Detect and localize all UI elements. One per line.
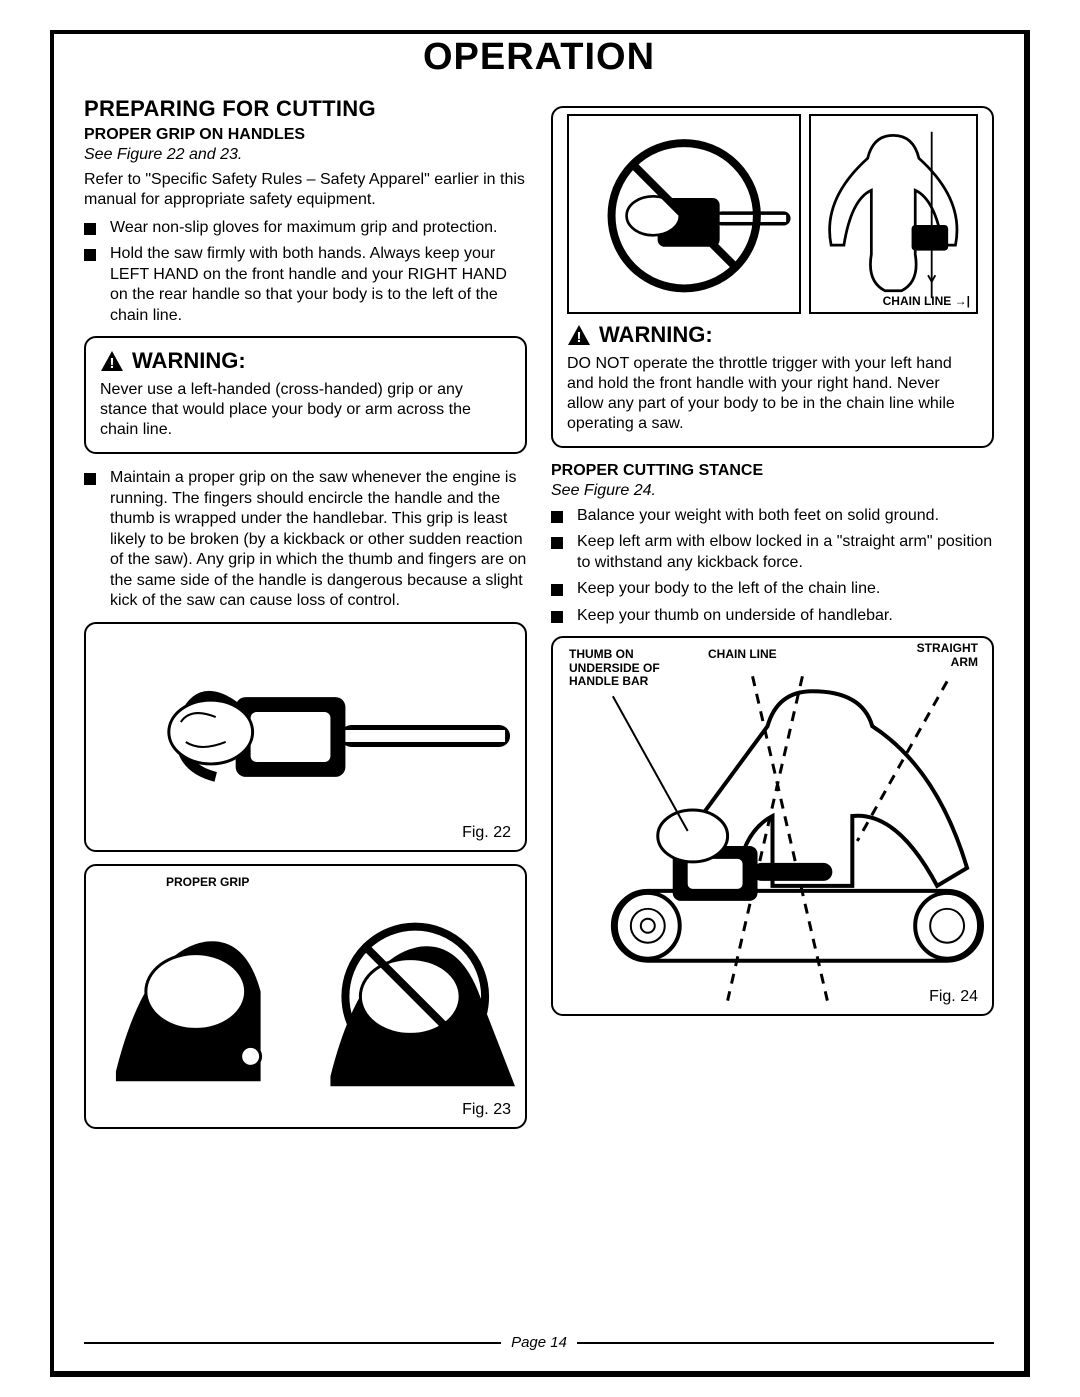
figure-24-illustration: [553, 638, 992, 1014]
warning-body: Never use a left-handed (cross-handed) g…: [100, 380, 511, 440]
bullet-list-1: Wear non-slip gloves for maximum grip an…: [84, 218, 527, 326]
warning-label: WARNING:: [132, 348, 246, 374]
warning-triangle-icon: !: [567, 324, 591, 346]
chain-line-label: CHAIN LINE →|: [883, 295, 970, 308]
warning-heading: ! WARNING:: [567, 322, 978, 348]
intro-paragraph: Refer to "Specific Safety Rules – Safety…: [84, 170, 527, 210]
warning-body: DO NOT operate the throttle trigger with…: [567, 354, 978, 434]
fig24-thumb-label: THUMB ON UNDERSIDE OF HANDLE BAR: [569, 648, 664, 688]
bullet-list-2: Maintain a proper grip on the saw whenev…: [84, 468, 527, 611]
figure-23-illustration: [86, 866, 525, 1127]
figure-22: Fig. 22: [84, 622, 527, 852]
two-column-layout: PREPARING FOR CUTTING PROPER GRIP ON HAN…: [84, 96, 994, 1326]
page-frame: OPERATION PREPARING FOR CUTTING PROPER G…: [50, 30, 1030, 1377]
list-item: Hold the saw firmly with both hands. Alw…: [84, 244, 527, 326]
page-footer: Page 14: [84, 1326, 994, 1351]
warning-heading: ! WARNING:: [100, 348, 511, 374]
figure-22-illustration: [86, 624, 525, 850]
warning-box-1: ! WARNING: Never use a left-handed (cros…: [84, 336, 527, 454]
page-number: Page 14: [511, 1334, 567, 1351]
fig24-chain-label: CHAIN LINE: [708, 648, 777, 661]
see-figure-ref-2: See Figure 24.: [551, 482, 994, 500]
left-column: PREPARING FOR CUTTING PROPER GRIP ON HAN…: [84, 96, 527, 1326]
figure-prohibit: [567, 114, 801, 314]
warning-label: WARNING:: [599, 322, 713, 348]
bullet-list-3: Balance your weight with both feet on so…: [551, 506, 994, 626]
subheading-stance: PROPER CUTTING STANCE: [551, 462, 994, 480]
figure-23-label: PROPER GRIP: [166, 876, 249, 889]
right-column: CHAIN LINE →| ! WARNING: DO NOT operate …: [551, 96, 994, 1326]
warning-box-2: CHAIN LINE →| ! WARNING: DO NOT operate …: [551, 106, 994, 448]
warning-triangle-icon: !: [100, 350, 124, 372]
footer-rule-right: [577, 1342, 994, 1344]
fig24-arm-label: STRAIGHT ARM: [908, 642, 978, 668]
figure-22-caption: Fig. 22: [462, 824, 511, 842]
section-heading: PREPARING FOR CUTTING: [84, 96, 527, 122]
see-figure-ref: See Figure 22 and 23.: [84, 146, 527, 164]
list-item: Keep your thumb on underside of handleba…: [551, 606, 994, 626]
list-item: Keep left arm with elbow locked in a "st…: [551, 532, 994, 573]
subheading-proper-grip: PROPER GRIP ON HANDLES: [84, 126, 527, 144]
figure-row: CHAIN LINE →|: [567, 114, 978, 314]
svg-text:!: !: [110, 355, 115, 372]
page-title: OPERATION: [84, 38, 994, 76]
figure-24: THUMB ON UNDERSIDE OF HANDLE BAR CHAIN L…: [551, 636, 994, 1016]
figure-24-caption: Fig. 24: [929, 988, 978, 1006]
footer-rule-left: [84, 1342, 501, 1344]
figure-chain-line-person: CHAIN LINE →|: [809, 114, 978, 314]
list-item: Wear non-slip gloves for maximum grip an…: [84, 218, 527, 238]
list-item: Balance your weight with both feet on so…: [551, 506, 994, 526]
list-item: Keep your body to the left of the chain …: [551, 579, 994, 599]
list-item: Maintain a proper grip on the saw whenev…: [84, 468, 527, 611]
svg-text:!: !: [577, 329, 582, 346]
figure-23: PROPER GRIP Fig.: [84, 864, 527, 1129]
figure-23-caption: Fig. 23: [462, 1101, 511, 1119]
